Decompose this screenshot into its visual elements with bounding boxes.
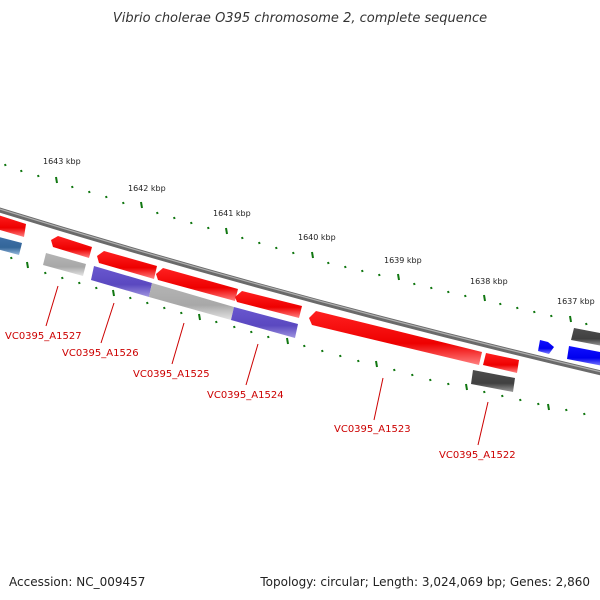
gene-feature[interactable]: [538, 340, 554, 354]
chromosome-backbone: [0, 207, 600, 376]
reverse-strand-genes: [0, 236, 600, 392]
gene-feature[interactable]: [97, 251, 157, 279]
gene-feature[interactable]: [483, 353, 519, 373]
gene-label-a1526[interactable]: VC0395_A1526: [62, 348, 139, 359]
gene-feature[interactable]: [231, 307, 298, 338]
gene-feature[interactable]: [0, 214, 26, 237]
gene-feature[interactable]: [567, 346, 600, 366]
gene-labels: VC0395_A1527 VC0395_A1526 VC0395_A1525 V…: [5, 331, 516, 461]
forward-strand-genes: [0, 214, 600, 373]
gene-label-a1522[interactable]: VC0395_A1522: [439, 450, 516, 461]
gene-feature[interactable]: [0, 236, 22, 255]
gene-feature[interactable]: [471, 370, 515, 392]
label-leaders: [45, 285, 489, 446]
ruler-label-1641: 1641 kbp: [213, 209, 251, 218]
gene-feature[interactable]: [571, 328, 600, 346]
gene-label-a1523[interactable]: VC0395_A1523: [334, 424, 411, 435]
outer-tick-ruler: [4, 163, 588, 326]
accession-text: Accession: NC_009457: [9, 575, 145, 589]
gene-feature[interactable]: [91, 266, 152, 297]
ruler-label-1638: 1638 kbp: [470, 277, 508, 286]
gene-feature[interactable]: [51, 236, 92, 258]
ruler-label-1640: 1640 kbp: [298, 233, 336, 242]
gene-feature[interactable]: [309, 311, 482, 365]
ruler-label-1637: 1637 kbp: [557, 297, 595, 306]
ruler-label-1642: 1642 kbp: [128, 184, 166, 193]
gene-feature[interactable]: [149, 283, 234, 320]
inner-tick-ruler: [10, 256, 586, 416]
sequence-stats-text: Topology: circular; Length: 3,024,069 bp…: [259, 575, 590, 589]
ruler-label-1643: 1643 kbp: [43, 157, 81, 166]
gene-feature[interactable]: [235, 291, 302, 318]
ruler-labels: 1643 kbp 1642 kbp 1641 kbp 1640 kbp 1639…: [43, 157, 595, 306]
gene-feature[interactable]: [43, 253, 86, 276]
gene-feature[interactable]: [156, 268, 238, 301]
gene-label-a1527[interactable]: VC0395_A1527: [5, 331, 82, 342]
ruler-label-1639: 1639 kbp: [384, 256, 422, 265]
gene-label-a1525[interactable]: VC0395_A1525: [133, 369, 210, 380]
gene-label-a1524[interactable]: VC0395_A1524: [207, 390, 284, 401]
map-title: Vibrio cholerae O395 chromosome 2, compl…: [113, 11, 487, 26]
